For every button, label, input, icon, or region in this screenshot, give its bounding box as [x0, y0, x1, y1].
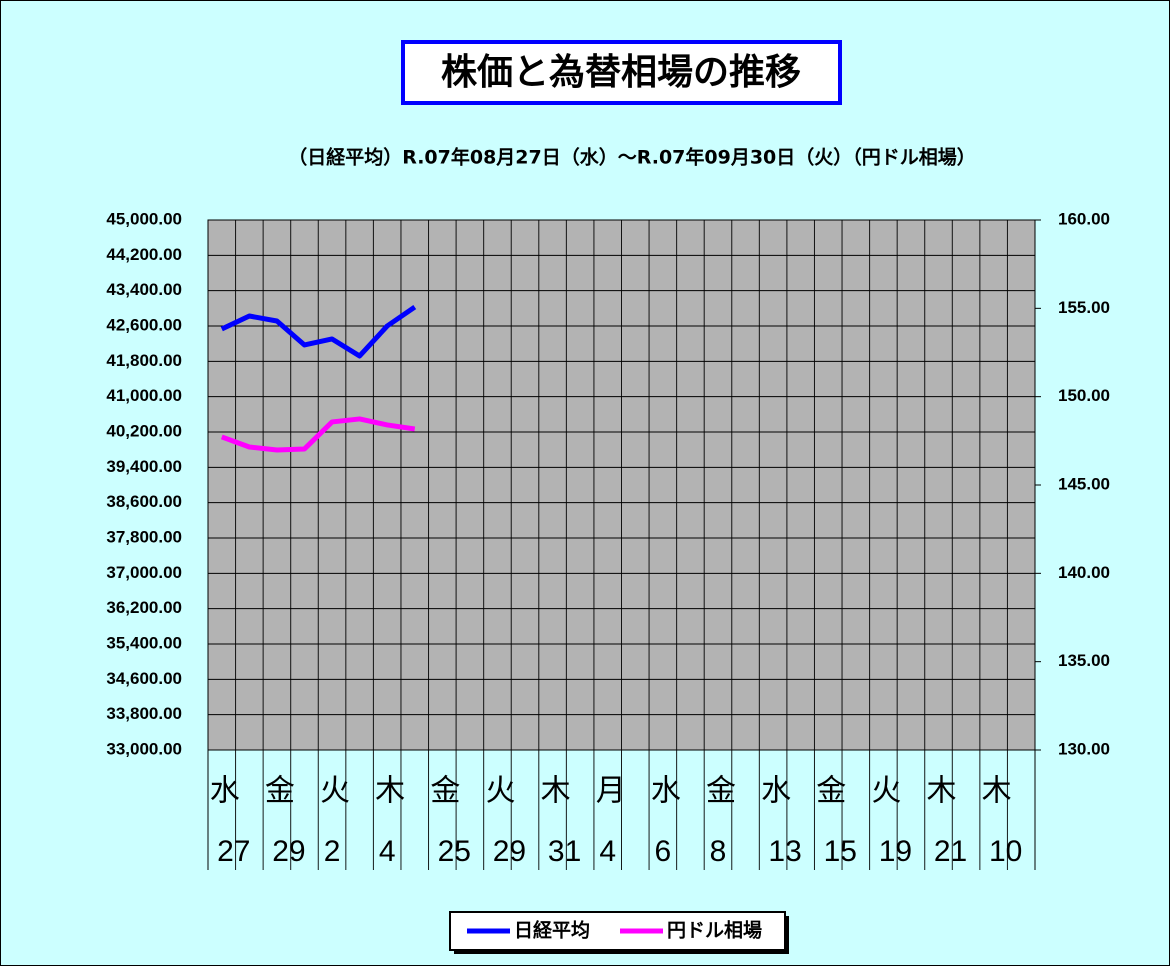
legend-label: 日経平均: [514, 919, 590, 942]
y2-tick-label: 160.00: [1058, 209, 1110, 228]
y-tick-label: 35,400.00: [106, 633, 182, 652]
x-date-label: 27: [217, 835, 250, 868]
y2-tick-label: 155.00: [1058, 298, 1110, 317]
x-date-label: 13: [768, 835, 801, 868]
chart-title: 株価と為替相場の推移: [441, 52, 801, 93]
y2-tick-label: 150.00: [1058, 386, 1110, 405]
y2-tick-label: 135.00: [1058, 651, 1110, 670]
y-tick-label: 39,400.00: [106, 457, 182, 476]
x-date-label: 4: [379, 835, 396, 868]
x-date-label: 31: [548, 835, 581, 868]
title-box: [401, 40, 842, 105]
y-tick-label: 34,600.00: [106, 669, 182, 688]
y-tick-label: 43,400.00: [106, 280, 182, 299]
x-tick-label: 金: [706, 774, 736, 809]
x-tick-label: 火: [320, 774, 350, 809]
x-date-label: 6: [655, 835, 672, 868]
y2-tick-label: 145.00: [1058, 474, 1110, 493]
x-tick-label: 火: [485, 774, 515, 809]
x-tick-label: 金: [265, 774, 295, 809]
y2-tick-label: 140.00: [1058, 563, 1110, 582]
x-tick-label: 金: [430, 774, 460, 809]
x-tick-label: 木: [982, 774, 1012, 809]
x-date-label: 19: [879, 835, 912, 868]
subtitle: （日経平均）R.07年08月27日（水）～R.07年09月30日（火）（円ドル相…: [288, 146, 976, 169]
x-date-label: 29: [493, 835, 526, 868]
x-date-label: 29: [272, 835, 305, 868]
x-date-label: 15: [824, 835, 857, 868]
y-tick-label: 41,800.00: [106, 351, 182, 370]
y-tick-label: 33,800.00: [106, 704, 182, 723]
x-tick-label: 木: [541, 774, 571, 809]
x-date-label: 21: [934, 835, 967, 868]
x-date-label: 8: [710, 835, 727, 868]
x-tick-label: 水: [210, 774, 240, 809]
x-tick-label: 月: [596, 774, 626, 809]
y-tick-label: 36,200.00: [106, 598, 182, 617]
y-tick-label: 37,000.00: [106, 563, 182, 582]
y-tick-label: 33,000.00: [106, 739, 182, 758]
series-line: [220, 304, 417, 359]
x-date-label: 25: [438, 835, 471, 868]
y2-tick-label: 130.00: [1058, 739, 1110, 758]
x-date-label: 10: [989, 835, 1022, 868]
y-tick-label: 41,000.00: [106, 386, 182, 405]
y-tick-label: 44,200.00: [106, 245, 182, 264]
x-tick-label: 水: [651, 774, 681, 809]
x-date-label: 4: [599, 835, 616, 868]
x-tick-label: 火: [871, 774, 901, 809]
y-tick-label: 42,600.00: [106, 315, 182, 334]
y-tick-label: 38,600.00: [106, 492, 182, 511]
x-tick-label: 水: [761, 774, 791, 809]
x-tick-label: 木: [927, 774, 957, 809]
x-date-label: 2: [324, 835, 341, 868]
x-tick-label: 金: [816, 774, 846, 809]
y-tick-label: 45,000.00: [106, 209, 182, 228]
y-tick-label: 37,800.00: [106, 527, 182, 546]
x-tick-label: 木: [375, 774, 405, 809]
y-tick-label: 40,200.00: [106, 421, 182, 440]
series-line: [220, 416, 416, 453]
legend-label: 円ドル相場: [667, 920, 762, 942]
